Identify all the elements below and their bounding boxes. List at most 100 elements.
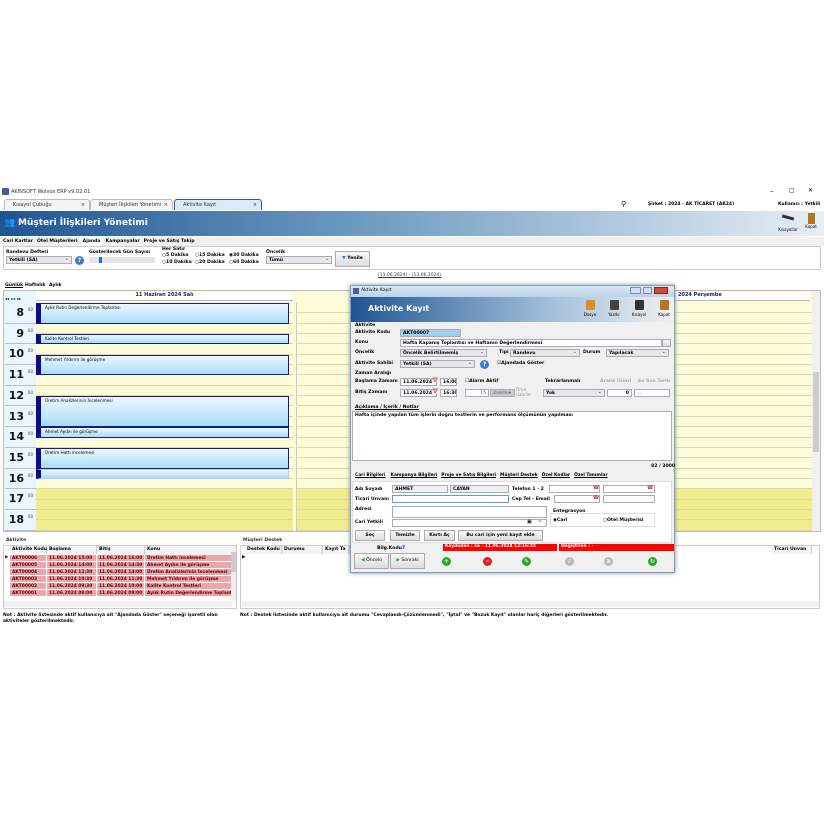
menu-proje[interactable]: Proje ve Satış Takip xyxy=(143,239,195,244)
interval-field[interactable]: 0 xyxy=(607,389,632,397)
close-window-button[interactable]: ✕ xyxy=(808,187,814,194)
alarm-checkbox[interactable]: ☐Alarm Aktif xyxy=(465,379,498,384)
radio-row-interval[interactable]: ◉30 Dakika xyxy=(229,253,259,258)
cari-button-2[interactable]: Kartı Aç xyxy=(424,530,455,541)
dialog-minimize[interactable] xyxy=(630,287,641,294)
end-date-field[interactable]: 11.06.2024 xyxy=(400,389,437,397)
table-row[interactable]: AKT00002 11.06.2024 09:30 11.06.2024 10:00… xyxy=(5,583,233,590)
phone-icon[interactable]: ☎ xyxy=(647,485,654,491)
subtab[interactable]: Müşteri Destek xyxy=(500,473,538,478)
edit-icon[interactable]: ✎ xyxy=(538,519,543,525)
menu-kampanya[interactable]: Kampanyalar xyxy=(105,239,140,244)
column-header[interactable]: Kayıt Ta xyxy=(323,546,350,554)
half-hour-slot[interactable] xyxy=(36,375,293,386)
view-tab-daily[interactable]: Günlük xyxy=(5,283,24,288)
cancel-icon[interactable]: × xyxy=(604,557,613,566)
repeat-field[interactable]: Yok xyxy=(543,389,605,397)
close-icon[interactable]: × xyxy=(80,202,85,208)
days-slider[interactable] xyxy=(89,257,155,263)
radio-row-interval[interactable]: ○15 Dakika xyxy=(195,253,225,258)
table-row[interactable]: AKT00001 11.06.2024 08:00 11.06.2024 09:00… xyxy=(5,590,233,597)
calendar-event[interactable]: Aylık Rutin Değerlendirme Toplantısı xyxy=(36,303,289,324)
delete-icon[interactable]: – xyxy=(483,557,492,566)
calendar-event[interactable]: Ahmet Aydın ile görüşme xyxy=(36,427,289,438)
tool-0-button[interactable]: Dosya xyxy=(580,300,600,317)
minimize-button[interactable]: – xyxy=(770,187,774,195)
half-hour-slot[interactable] xyxy=(36,385,293,397)
tool-1-button[interactable]: Yazdır xyxy=(604,300,624,317)
empty-field[interactable] xyxy=(603,485,655,493)
support-hscrollbar[interactable] xyxy=(241,601,819,607)
shortcuts-button[interactable]: Kısayollar xyxy=(776,213,800,232)
empty-field[interactable] xyxy=(549,485,600,493)
tab-shortcuts[interactable]: Kısayol Çubuğu × xyxy=(4,199,90,210)
table-row[interactable]: ▶ AKT00006 11.06.2024 15:00 11.06.2024 16:0… xyxy=(5,555,233,562)
code-field[interactable]: AKT00007 xyxy=(400,329,461,337)
radio-cari[interactable]: ◉Cari xyxy=(553,518,567,523)
empty-field[interactable] xyxy=(392,495,509,503)
slider-thumb[interactable] xyxy=(99,257,102,263)
calendar-icon[interactable]: 📅 xyxy=(432,389,439,395)
column-header[interactable]: Başlama xyxy=(47,546,97,554)
half-hour-slot[interactable] xyxy=(36,323,293,335)
edit-icon[interactable]: ✎ xyxy=(522,557,531,566)
add-icon[interactable]: + xyxy=(442,557,451,566)
empty-field[interactable] xyxy=(392,519,547,527)
calendar-event[interactable]: Kalite Kontrol Testleri xyxy=(36,334,289,345)
cari-button-1[interactable]: Temizle xyxy=(390,530,420,541)
radio-row-interval[interactable]: ○10 Dakika xyxy=(162,260,192,265)
menu-cari[interactable]: Cari Kartlar xyxy=(3,239,33,244)
table-row[interactable]: AKT00005 11.06.2024 14:00 11.06.2024 14:30… xyxy=(5,562,233,569)
alarm-unit-field[interactable]: Dakika xyxy=(490,389,515,397)
subtab[interactable]: Özel Tanımlar xyxy=(574,473,608,478)
close-icon[interactable]: × xyxy=(163,202,168,208)
activity-hscrollbar[interactable] xyxy=(4,601,232,607)
calendar-event[interactable]: Üretim Hattı incelemesi xyxy=(36,447,289,469)
book-select[interactable]: Yetkili (SA) xyxy=(6,256,72,264)
empty-field[interactable] xyxy=(603,495,655,503)
calendar-event[interactable]: Mehmet Yıldırım ile görüşme xyxy=(36,354,289,376)
card-icon[interactable]: ▣ xyxy=(527,519,532,525)
refresh-button[interactable]: ▼ Yenile xyxy=(335,251,370,267)
close-module-button[interactable]: Kapat xyxy=(802,213,820,229)
column-header[interactable]: Destek Kodu xyxy=(245,546,282,554)
half-hour-slot[interactable] xyxy=(36,344,293,355)
status-field[interactable]: Yapılacak xyxy=(606,349,669,357)
last-date-field[interactable]: . . xyxy=(634,389,670,397)
half-hour-slot[interactable] xyxy=(36,510,293,521)
phone-icon[interactable]: ☎ xyxy=(593,495,600,501)
calendar-icon[interactable]: 📅 xyxy=(432,378,439,384)
end-time-field[interactable]: 16:30 xyxy=(440,389,457,397)
close-icon[interactable]: × xyxy=(252,202,257,208)
column-header[interactable]: Aktivite Kodu xyxy=(10,546,48,554)
tab-crm[interactable]: Müşteri İlişkileri Yönetimi × xyxy=(90,199,173,210)
tool-3-button[interactable]: Kapat xyxy=(654,300,674,317)
subject-field[interactable]: Hafta Kapanış Toplantısı ve Haftanın Değ… xyxy=(400,339,662,347)
radio-hotel[interactable]: ○Otel Müşterisi xyxy=(603,518,643,523)
previous-button[interactable]: ◀ Önceki xyxy=(354,553,389,569)
calendar-event[interactable]: Üretim Analizlerinin İncelenmesi xyxy=(36,396,289,428)
table-row[interactable]: AKT00003 11.06.2024 10:30 11.06.2024 11:30… xyxy=(5,576,233,583)
nav-arrows[interactable]: ◂◂ ◂ ▸ ▸▸ xyxy=(5,296,22,301)
half-hour-slot[interactable] xyxy=(36,520,293,531)
column-header[interactable]: Bitiş xyxy=(97,546,145,554)
view-tab-monthly[interactable]: Aylık xyxy=(49,283,62,288)
half-hour-slot[interactable] xyxy=(36,499,293,510)
view-tab-weekly[interactable]: Haftalık xyxy=(25,283,46,288)
address-textarea[interactable] xyxy=(392,506,547,518)
subject-more-button[interactable] xyxy=(662,339,671,347)
column-header[interactable]: Ticari Unvan xyxy=(772,546,812,554)
half-hour-slot[interactable] xyxy=(36,478,293,490)
scroll-thumb[interactable] xyxy=(813,372,819,452)
restore-button[interactable]: ▢ xyxy=(789,187,795,194)
help-icon[interactable]: ? xyxy=(480,360,489,369)
notes-textarea[interactable]: Hafta içinde yapılan tüm işlerin doğru t… xyxy=(352,411,672,461)
subtab[interactable]: Kampanya Bilgileri xyxy=(390,473,438,478)
column-header[interactable]: Konu xyxy=(145,546,232,554)
radio-row-interval[interactable]: ○5 Dakika xyxy=(162,253,189,258)
tool-2-button[interactable]: Kısayol xyxy=(629,300,649,317)
search-icon[interactable]: ⚲ xyxy=(621,200,627,208)
subtab[interactable]: Cari Bilgileri xyxy=(354,473,387,478)
show-agenda-checkbox[interactable]: ☑Ajandada Göster xyxy=(497,361,544,366)
cari-button-0[interactable]: Seç xyxy=(355,530,385,541)
